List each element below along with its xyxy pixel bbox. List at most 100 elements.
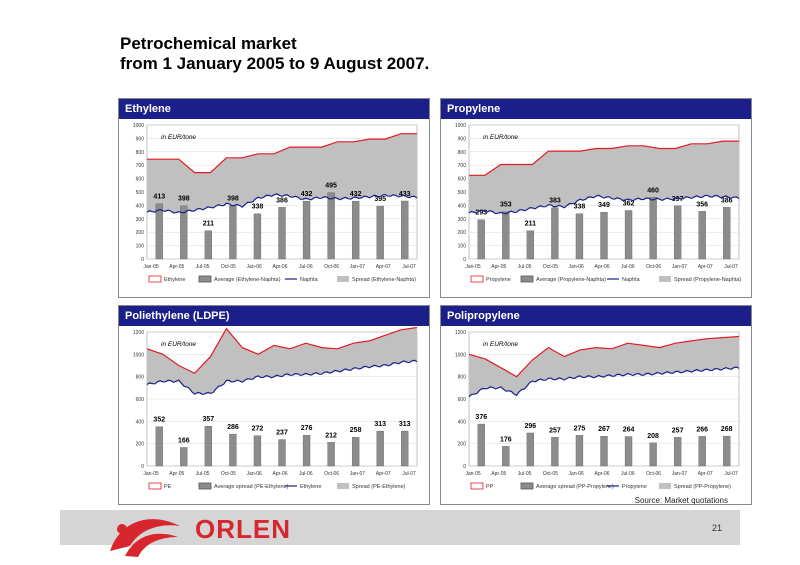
bar-value-label: 362 bbox=[623, 200, 635, 207]
price-series-line bbox=[468, 335, 740, 378]
bar bbox=[302, 435, 311, 467]
y-tick-label: 1200 bbox=[133, 330, 144, 336]
legend-swatch bbox=[337, 483, 349, 489]
x-tick-label: Apr-05 bbox=[491, 471, 506, 477]
y-tick-label: 700 bbox=[136, 163, 145, 169]
chart-panel-polypropylene: Polipropylene 0 200 400 600 800 1000 1200 376 17… bbox=[440, 305, 752, 505]
page-title-line-1: Petrochemical market bbox=[120, 34, 297, 53]
bar-value-label: 338 bbox=[574, 204, 586, 211]
legend-swatch bbox=[470, 275, 484, 283]
spread-area bbox=[469, 336, 739, 397]
bar bbox=[649, 442, 657, 467]
bar-value-label: 212 bbox=[325, 432, 337, 439]
unit-label: in EUR/tone bbox=[161, 134, 196, 141]
legend-swatch bbox=[198, 482, 212, 490]
legend-label: PE bbox=[164, 484, 172, 490]
bar bbox=[624, 210, 633, 260]
bar bbox=[155, 203, 163, 260]
y-tick-label: 400 bbox=[136, 203, 145, 209]
legend-swatch bbox=[470, 482, 484, 490]
bar-value-label: 266 bbox=[696, 426, 708, 433]
bar bbox=[526, 432, 535, 467]
x-tick-label: Oct-05 bbox=[543, 471, 558, 477]
x-tick-label: Jul-05 bbox=[196, 471, 210, 477]
bar-value-label: 211 bbox=[203, 221, 214, 228]
bar-value-label: 356 bbox=[696, 201, 708, 208]
legend-label: Propylene bbox=[622, 484, 647, 490]
bar-value-label: 349 bbox=[598, 202, 610, 209]
y-tick-label: 200 bbox=[136, 442, 145, 448]
page-title-line-2: from 1 January 2005 to 9 August 2007. bbox=[120, 54, 430, 73]
x-tick-label: Oct-05 bbox=[221, 471, 236, 477]
x-tick-label: Apr-06 bbox=[272, 471, 287, 477]
bar-value-label: 276 bbox=[301, 425, 313, 432]
bar bbox=[723, 207, 731, 260]
y-tick-label: 800 bbox=[136, 150, 145, 156]
x-tick-label: Jul-05 bbox=[518, 264, 532, 270]
x-tick-label: Oct-06 bbox=[646, 264, 661, 270]
bar-value-label: 293 bbox=[475, 210, 487, 217]
y-tick-label: 700 bbox=[458, 163, 467, 169]
bar-value-label: 338 bbox=[252, 204, 264, 211]
x-tick-label: Jan-07 bbox=[350, 471, 366, 477]
price-series-line bbox=[147, 133, 417, 174]
chart-panel-ethylene: Ethylene 0 100 200 300 400 500 600 700 800 900 100… bbox=[118, 98, 430, 298]
footer-bar bbox=[60, 510, 740, 545]
bar-value-label: 383 bbox=[549, 198, 561, 205]
feed-series-line bbox=[146, 359, 418, 396]
bar-value-label: 313 bbox=[374, 421, 386, 428]
x-tick-label: Jul-06 bbox=[621, 264, 635, 270]
x-tick-label: Jul-05 bbox=[196, 264, 210, 270]
legend-label: Spread (Propylene-Naphta) bbox=[674, 277, 741, 283]
bar bbox=[204, 230, 213, 260]
bar bbox=[624, 436, 633, 467]
y-tick-label: 300 bbox=[136, 217, 145, 223]
chart-title: Propylene bbox=[441, 99, 751, 119]
bar bbox=[278, 207, 286, 260]
bar-value-label: 386 bbox=[276, 197, 288, 204]
bar-value-label: 176 bbox=[500, 436, 512, 443]
bar bbox=[180, 447, 188, 467]
bar bbox=[723, 435, 731, 467]
bar bbox=[401, 430, 409, 467]
bar-value-label: 433 bbox=[399, 191, 411, 198]
bar bbox=[204, 425, 213, 467]
x-tick-label: Jan-07 bbox=[672, 264, 688, 270]
x-tick-label: Jul-06 bbox=[621, 471, 635, 477]
brand-name: ORLEN bbox=[195, 514, 291, 544]
bar-value-label: 268 bbox=[721, 426, 733, 433]
unit-label: in EUR/tone bbox=[483, 134, 518, 141]
bar-value-label: 166 bbox=[178, 437, 190, 444]
price-series-line bbox=[146, 326, 418, 375]
bar bbox=[551, 207, 559, 260]
bar-value-label: 398 bbox=[178, 196, 190, 203]
legend-label: Average spread (PP-Propylene) bbox=[536, 484, 614, 490]
y-tick-label: 500 bbox=[458, 190, 467, 196]
source-note: Source: Market quotations bbox=[634, 496, 728, 505]
chart-propylene: 0 100 200 300 400 500 600 700 800 900 1000 293 353 21… bbox=[455, 123, 742, 283]
bar-value-label: 432 bbox=[301, 191, 313, 198]
chart-panel-propylene: Propylene 0 100 200 300 400 500 600 700 800 900 10… bbox=[440, 98, 752, 298]
bar-value-label: 272 bbox=[252, 426, 264, 433]
x-tick-label: Jul-07 bbox=[402, 471, 416, 477]
y-tick-label: 0 bbox=[141, 257, 144, 263]
bar bbox=[351, 200, 360, 260]
bar-value-label: 432 bbox=[350, 191, 362, 198]
spread-area bbox=[147, 133, 417, 213]
bar bbox=[229, 205, 237, 260]
page-number: 21 bbox=[712, 523, 723, 533]
x-tick-label: Oct-05 bbox=[221, 264, 236, 270]
bar bbox=[526, 230, 535, 260]
y-tick-label: 600 bbox=[136, 397, 145, 403]
x-tick-label: Apr-05 bbox=[169, 264, 184, 270]
x-tick-label: Apr-06 bbox=[272, 264, 287, 270]
bar-value-label: 376 bbox=[475, 414, 487, 421]
bar-value-label: 397 bbox=[672, 196, 684, 203]
x-tick-label: Oct-06 bbox=[646, 471, 661, 477]
bar bbox=[698, 211, 706, 260]
x-tick-label: Jul-06 bbox=[299, 471, 313, 477]
chart-title: Polipropylene bbox=[441, 306, 751, 326]
x-tick-label: Jan-06 bbox=[569, 264, 585, 270]
x-tick-label: Jul-07 bbox=[724, 471, 738, 477]
legend-swatch bbox=[659, 483, 671, 489]
